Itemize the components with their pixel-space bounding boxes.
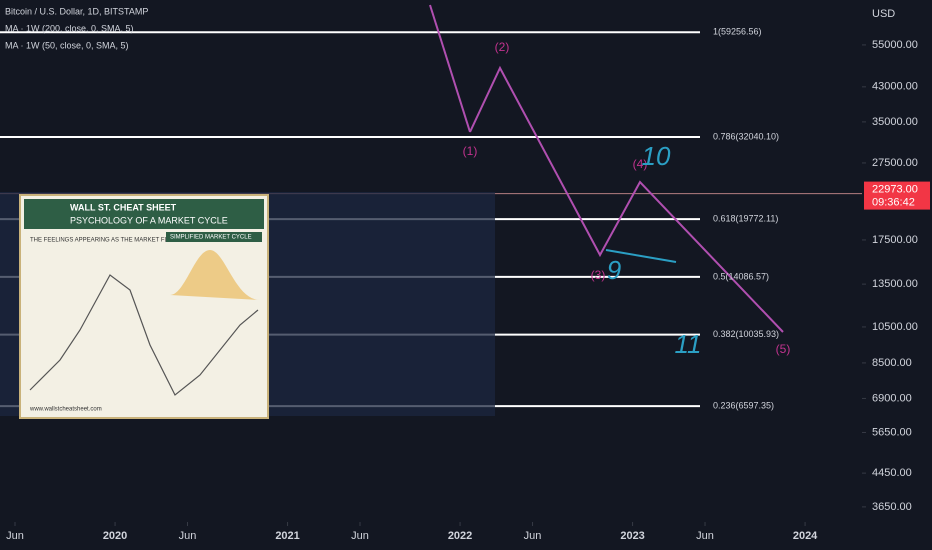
y-tick-label: 10500.00 bbox=[872, 321, 918, 333]
wave-lines bbox=[469, 65, 784, 333]
x-tick-label: Jun bbox=[6, 530, 24, 542]
price-tag-label: 22973.00 bbox=[872, 184, 918, 196]
x-tick-label: Jun bbox=[179, 530, 197, 542]
wave-label: (4) bbox=[633, 157, 648, 171]
y-tick-label: 17500.00 bbox=[872, 234, 918, 246]
price-tag bbox=[864, 181, 930, 210]
inset-caption: THE FEELINGS APPEARING AS THE MARKET FLU… bbox=[30, 238, 200, 244]
y-tick-label: 3650.00 bbox=[872, 501, 912, 513]
y-tick-label: 8500.00 bbox=[872, 357, 912, 369]
legend-ma200: MA · 1W (200, close, 0, SMA, 5) bbox=[5, 23, 134, 33]
y-tick-label: 43000.00 bbox=[872, 81, 918, 93]
fib-label: 0.786(32040.10) bbox=[713, 131, 779, 141]
wave-label: 9 bbox=[607, 255, 621, 285]
y-tick-label: 27500.00 bbox=[872, 157, 918, 169]
y-tick-label: 5650.00 bbox=[872, 426, 912, 438]
wave-line bbox=[429, 4, 471, 133]
x-tick-label: Jun bbox=[524, 530, 542, 542]
wave-label: (5) bbox=[776, 342, 791, 356]
x-tick-label: 2022 bbox=[448, 530, 472, 542]
x-tick-label: 2024 bbox=[793, 530, 818, 542]
x-tick-label: Jun bbox=[696, 530, 714, 542]
inset: WALL ST. CHEAT SHEET PSYCHOLOGY OF A MAR… bbox=[19, 194, 269, 419]
legend-price: Bitcoin / U.S. Dollar, 1D, BITSTAMP bbox=[5, 6, 148, 16]
inset-panel bbox=[166, 232, 262, 242]
y-tick-label: 35000.00 bbox=[872, 116, 918, 128]
neckline bbox=[605, 249, 677, 263]
inset-curve bbox=[29, 274, 259, 396]
inset-title: WALL ST. CHEAT SHEET bbox=[70, 202, 177, 212]
countdown: 09:36:42 bbox=[872, 197, 915, 209]
x-tick-label: 2020 bbox=[103, 530, 127, 542]
wave-label: (1) bbox=[463, 144, 478, 158]
drawing-layer: (1) (2) (3) (4) (5) 9 10 11 bbox=[429, 4, 791, 359]
inset-panel-title: SIMPLIFIED MARKET CYCLE bbox=[170, 235, 252, 241]
axis-unit: USD bbox=[872, 8, 895, 20]
y-tick-label: 6900.00 bbox=[872, 392, 912, 404]
fib-label: 0.236(6597.35) bbox=[713, 400, 774, 410]
x-tick-label: 2021 bbox=[275, 530, 299, 542]
inset-site: www.wallstcheatsheet.com bbox=[29, 407, 102, 413]
wave-label: (2) bbox=[495, 40, 510, 54]
y-tick-label: 4450.00 bbox=[872, 467, 912, 479]
wave-label: 10 bbox=[642, 141, 671, 171]
x-tick-label: Jun bbox=[351, 530, 369, 542]
y-tick-label: 55000.00 bbox=[872, 39, 918, 51]
legend-ma50: MA · 1W (50, close, 0, SMA, 5) bbox=[5, 40, 129, 50]
inset-banner bbox=[24, 199, 264, 229]
inset-subtitle: PSYCHOLOGY OF A MARKET CYCLE bbox=[70, 215, 228, 225]
x-tick-label: 2023 bbox=[620, 530, 644, 542]
inset-cycle bbox=[170, 250, 260, 300]
wave-label: 11 bbox=[675, 329, 702, 359]
y-tick-label: 13500.00 bbox=[872, 278, 918, 290]
fib-label: 0.5(14086.57) bbox=[713, 271, 769, 281]
wave-label: (3) bbox=[591, 268, 606, 282]
fib-label: 1(59256.56) bbox=[713, 27, 762, 37]
price-axis bbox=[862, 0, 932, 550]
fib-label: 0.382(10035.93) bbox=[713, 329, 779, 339]
fib-label: 0.618(19772.11) bbox=[713, 214, 778, 224]
